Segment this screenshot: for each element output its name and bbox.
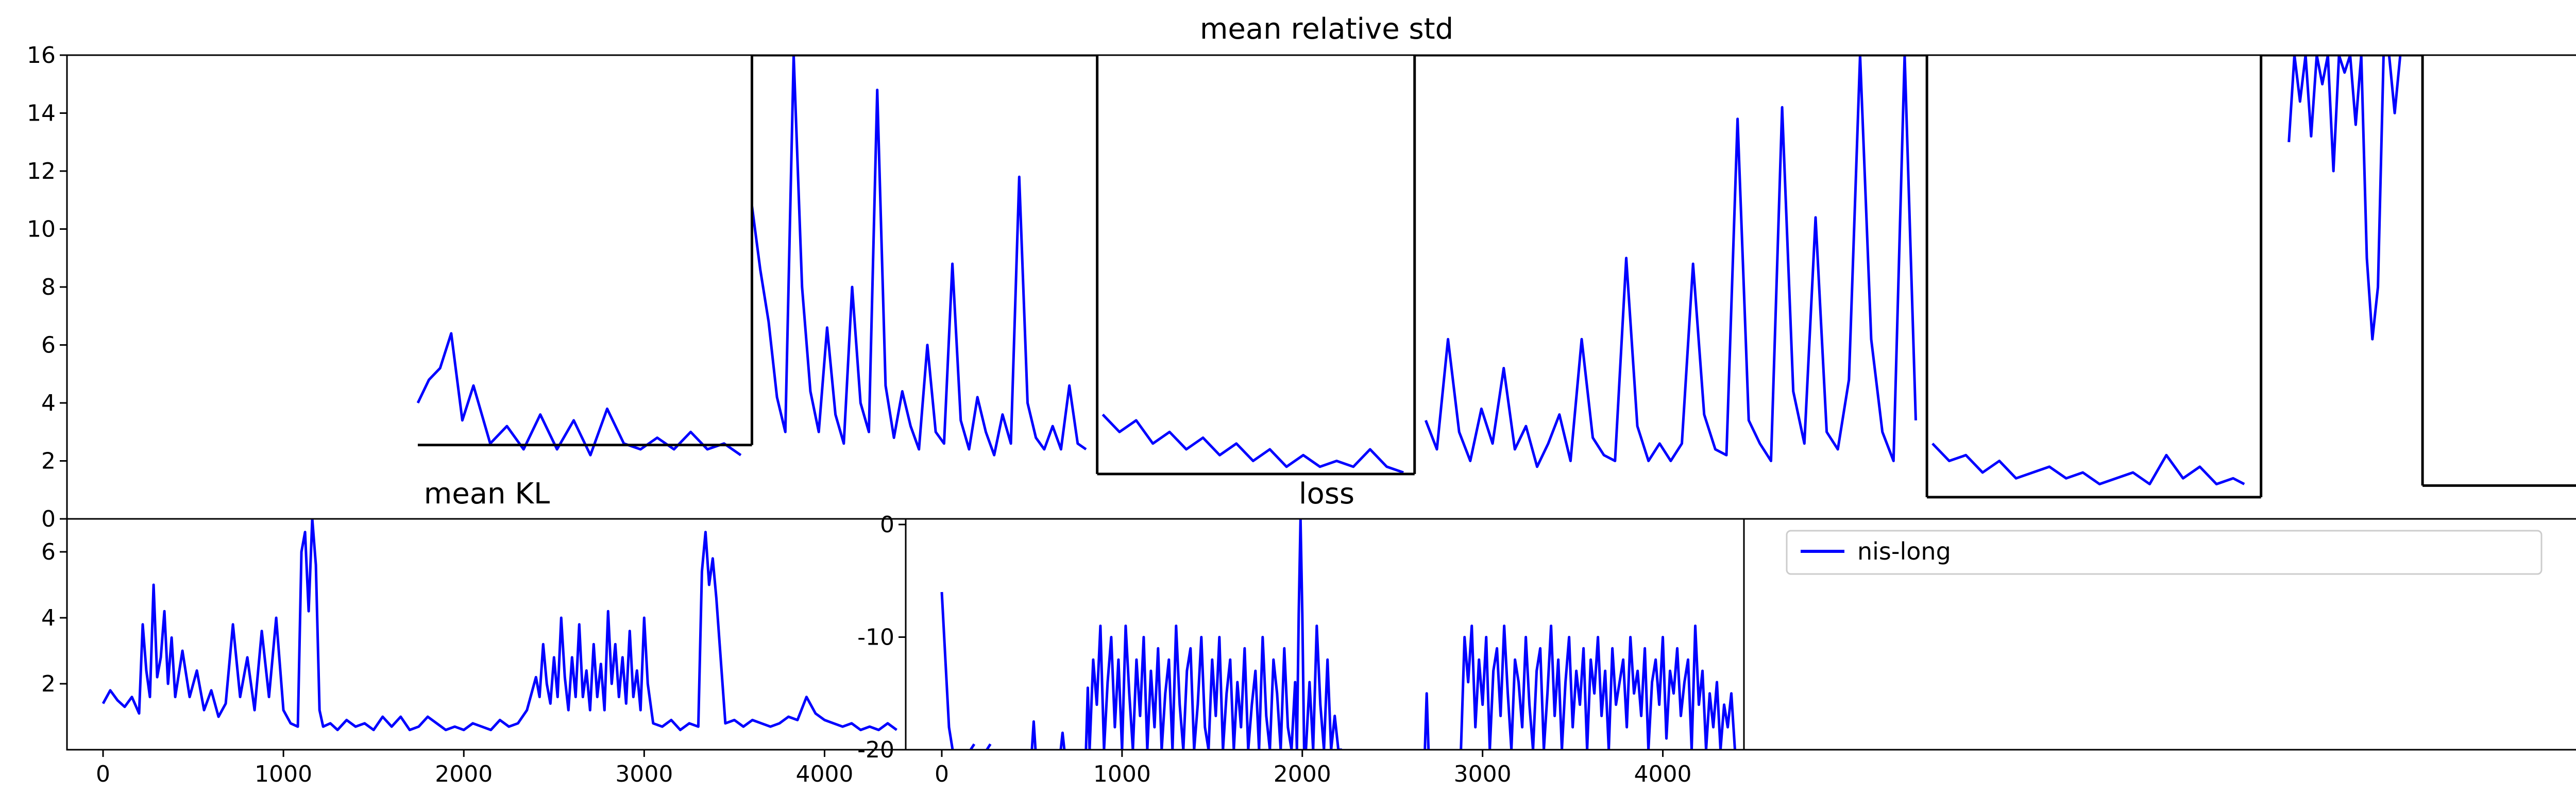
top-y-tick-label: 16 (27, 42, 56, 69)
top-y-tick-label: 14 (27, 100, 56, 127)
kl-x-tick-label: 0 (96, 761, 110, 787)
loss-series-line (969, 743, 976, 750)
legend-box (1786, 530, 2543, 575)
loss-series-line (986, 743, 992, 750)
top-y-tick-label: 10 (27, 216, 56, 243)
top-series-line (1931, 443, 2245, 485)
kl-y-tick-label: 6 (41, 539, 56, 565)
loss-x-tick-label: 1000 (1093, 761, 1151, 787)
loss-panel-title: loss (1299, 477, 1354, 511)
loss-y-tick-label: -20 (857, 737, 894, 763)
loss-y-tick-label: 0 (880, 512, 894, 538)
loss-x-tick-label: 3000 (1454, 761, 1512, 787)
top-series-line (1101, 413, 1404, 474)
loss-series-line (1059, 731, 1066, 750)
top-y-tick-label: 4 (41, 390, 56, 416)
top-y-tick-label: 0 (41, 506, 56, 532)
loss-panel-plot: 0 -10 -20 0 1000 2000 3000 4000 (857, 512, 1745, 787)
kl-x-tick-label: 4000 (795, 761, 853, 787)
kl-x-tick-label: 2000 (435, 761, 493, 787)
legend-series-label: nis-long (1857, 537, 1951, 565)
kl-panel-title: mean KL (424, 477, 550, 511)
top-series-line (416, 332, 742, 457)
top-y-tick-label: 6 (41, 332, 56, 359)
loss-series-line (1084, 686, 1091, 750)
top-series-line (2287, 55, 2412, 341)
loss-series-line (1460, 625, 1736, 750)
loss-series-line (1088, 519, 1342, 750)
kl-panel-plot: 2 4 6 0 1000 2000 3000 4000 (41, 518, 907, 787)
legend-panel-frame (1743, 518, 2576, 751)
kl-x-tick-label: 1000 (255, 761, 312, 787)
kl-y-tick-label: 2 (41, 671, 56, 697)
top-y-tick-label: 8 (41, 274, 56, 300)
top-series-line (1424, 55, 1917, 468)
top-y-tick-label: 12 (27, 158, 56, 184)
loss-series-line (1423, 692, 1430, 750)
legend-panel: nis-long (1743, 518, 2576, 751)
loss-x-tick-label: 2000 (1274, 761, 1331, 787)
loss-series-line (1030, 720, 1037, 750)
top-y-tick-label: 2 (41, 448, 56, 475)
kl-x-tick-label: 3000 (615, 761, 673, 787)
loss-x-tick-label: 0 (935, 761, 949, 787)
kl-y-tick-label: 4 (41, 605, 56, 631)
loss-y-tick-label: -10 (857, 624, 894, 650)
top-series-line (751, 55, 1087, 457)
top-panel-title: mean relative std (1200, 12, 1453, 46)
kl-series-line (101, 519, 897, 732)
loss-series-line (940, 592, 954, 750)
loss-x-tick-label: 4000 (1634, 761, 1692, 787)
